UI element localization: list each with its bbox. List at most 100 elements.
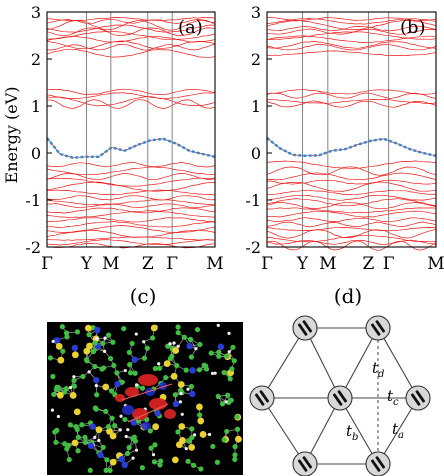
k-point-label: Γ <box>383 254 395 274</box>
band-line <box>46 177 215 187</box>
hop-tc: tc <box>387 387 399 408</box>
band-line <box>266 35 437 44</box>
band-line <box>46 92 216 100</box>
k-point-label: Γ <box>166 254 178 274</box>
band-line <box>266 44 437 51</box>
hop-ta: ta <box>392 420 404 441</box>
k-point-label: Y <box>80 254 93 274</box>
band-line <box>46 88 216 95</box>
orbital-density <box>115 374 176 430</box>
panel-label-d: (d) <box>334 284 362 308</box>
band-line <box>266 239 437 245</box>
band-line <box>266 20 437 31</box>
band-line <box>46 96 216 107</box>
band-line <box>266 227 437 232</box>
tight-binding-fit-line <box>266 137 437 158</box>
band-line <box>46 239 216 246</box>
molecule-site <box>292 315 318 341</box>
band-line <box>266 172 437 181</box>
hopping-lattice-d: td tc tb ta <box>249 315 431 476</box>
hop-tb: tb <box>346 422 358 443</box>
plot-frame <box>266 11 437 248</box>
lattice-bond <box>377 397 419 465</box>
band-line <box>266 89 437 95</box>
y-axis-label: Energy (eV) <box>2 87 21 184</box>
band-line <box>46 199 216 206</box>
band-line <box>46 24 216 33</box>
band-line <box>46 189 216 196</box>
band-line <box>46 35 216 43</box>
band-line <box>46 221 216 228</box>
band-line <box>46 225 216 234</box>
band-line <box>46 43 216 51</box>
band-line <box>266 25 437 32</box>
lattice-bond <box>261 327 306 399</box>
panel-label-b: (b) <box>400 17 426 38</box>
band-line <box>46 173 216 181</box>
k-point-label: Γ <box>261 254 273 274</box>
lattice-bond <box>339 327 379 399</box>
molecule-site <box>292 451 318 476</box>
y-tick-label: 1 <box>31 97 41 116</box>
molecule-site <box>327 385 353 411</box>
band-line <box>266 17 437 22</box>
molecule-site <box>365 451 391 476</box>
y-tick-label: 0 <box>251 144 261 163</box>
band-line <box>46 40 216 50</box>
lattice-bond <box>339 397 379 465</box>
band-line <box>266 100 437 108</box>
k-point-label: M <box>102 254 119 274</box>
y-tick-label: -2 <box>25 238 41 257</box>
y-tick-label: 3 <box>31 3 41 22</box>
band-line <box>46 236 216 241</box>
band-line <box>266 217 437 223</box>
tight-binding-fit-line <box>46 137 216 159</box>
band-line <box>46 48 216 58</box>
panel-label-a: (a) <box>178 17 203 38</box>
band-line <box>266 221 437 228</box>
molecule-site <box>249 385 275 411</box>
band-line <box>266 229 437 239</box>
band-line <box>266 198 437 207</box>
band-line <box>267 207 437 214</box>
band-line <box>46 203 216 209</box>
lattice-bond <box>261 397 306 465</box>
band-line <box>266 240 437 251</box>
k-point-label: Y <box>296 254 309 274</box>
k-point-label: Z <box>142 254 154 274</box>
molecule-site <box>365 315 391 341</box>
lattice-bond <box>377 327 419 399</box>
y-tick-label: -1 <box>245 191 261 210</box>
band-line <box>266 201 437 210</box>
band-line <box>266 179 437 185</box>
y-tick-label: -2 <box>245 238 261 257</box>
band-line <box>267 160 437 170</box>
band-line <box>266 99 437 104</box>
band-line <box>266 18 437 25</box>
band-line <box>266 189 437 196</box>
y-tick-label: 2 <box>251 50 261 69</box>
band-line <box>46 19 216 31</box>
hop-td: td <box>372 359 384 380</box>
y-tick-label: 2 <box>31 50 41 69</box>
band-line <box>46 27 216 37</box>
band-line <box>266 28 437 35</box>
lattice-bond <box>304 327 341 399</box>
band-line <box>266 92 437 99</box>
band-line <box>46 207 216 214</box>
k-point-label: Z <box>362 254 374 274</box>
band-line <box>46 162 216 168</box>
k-point-label: M <box>206 254 223 274</box>
plot-frame <box>46 11 216 248</box>
k-point-label: M <box>427 254 444 274</box>
wavefunction-image-c <box>47 322 243 475</box>
panel-label-c: (c) <box>130 284 157 308</box>
band-line <box>266 181 437 192</box>
band-line <box>266 210 437 218</box>
band-line <box>46 210 216 218</box>
band-line <box>46 99 216 110</box>
y-tick-label: 1 <box>251 97 261 116</box>
